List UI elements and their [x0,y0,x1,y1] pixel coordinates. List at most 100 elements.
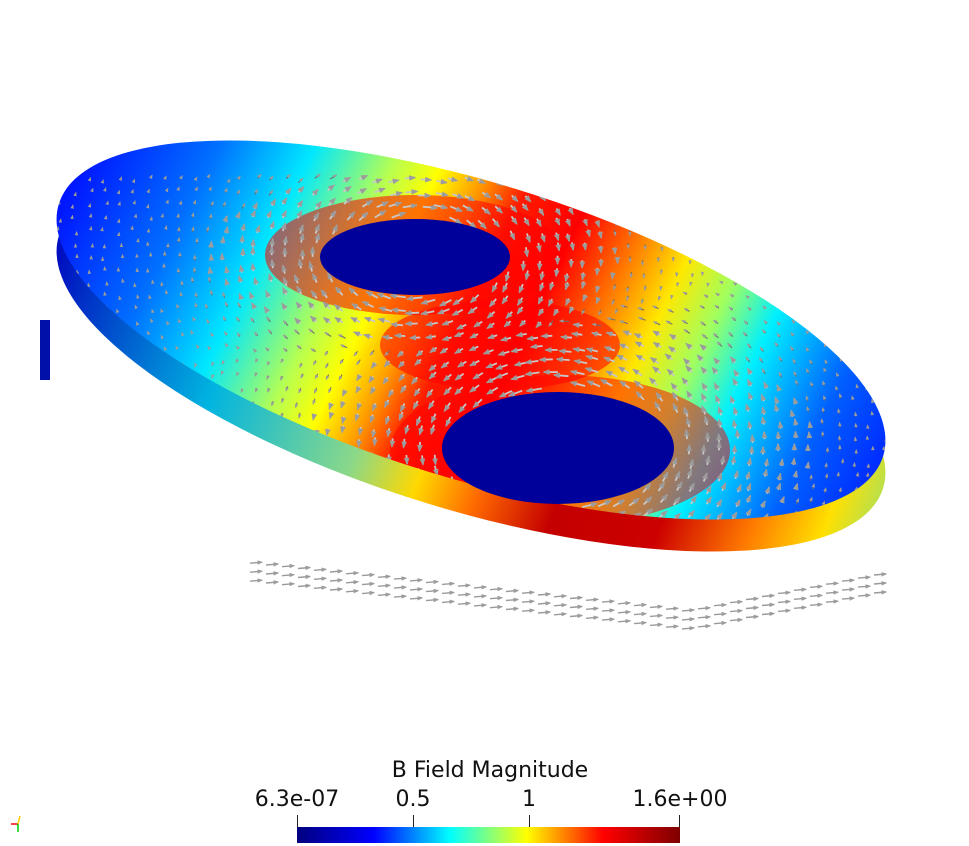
vector-glyph [257,607,259,609]
vector-glyph [75,608,76,610]
vector-glyph [454,372,465,381]
vector-glyph [166,320,170,326]
upper-hole [320,219,510,295]
vector-glyph [677,634,680,635]
vector-glyph [326,543,331,549]
side-vector-glyph [697,605,712,611]
vector-glyph [594,268,601,277]
vector-glyph [838,537,843,542]
side-vector-glyph [377,592,392,597]
vector-glyph [674,470,681,482]
vector-glyph [687,551,695,557]
vector-glyph [851,395,855,401]
vector-glyph [807,420,814,429]
vector-glyph [298,223,304,234]
vector-glyph [821,406,826,413]
vector-glyph [720,482,727,492]
vector-glyph [119,583,123,589]
vector-glyph [477,219,487,230]
vector-glyph [728,332,734,338]
vector-glyph [420,298,436,305]
vector-glyph [747,283,753,288]
vector-glyph [327,272,334,283]
vector-glyph [236,591,241,597]
orientation-axes-icon[interactable] [8,812,28,834]
vector-glyph [266,478,270,484]
vector-glyph [89,331,93,337]
vector-glyph [896,486,900,491]
vector-glyph [635,354,646,362]
vector-glyph [257,173,262,179]
vector-glyph [868,240,873,245]
vector-glyph [386,519,394,527]
vector-glyph [434,624,437,625]
vector-glyph [151,279,155,284]
vector-glyph [629,596,637,598]
vector-glyph [443,373,452,382]
vector-glyph [676,554,685,560]
vector-glyph [494,532,507,539]
vector-glyph [572,578,582,583]
vector-glyph [322,317,332,324]
vector-glyph [896,361,900,367]
vector-glyph [793,417,799,426]
vector-glyph [60,345,64,351]
vector-glyph [759,500,766,508]
side-vector-glyph [617,609,632,615]
vector-glyph [389,293,407,300]
side-vector-glyph [665,615,680,620]
vector-glyph [358,532,364,539]
vector-glyph [804,296,810,301]
vector-glyph [523,569,534,574]
vector-glyph [809,496,813,503]
vector-glyph [884,283,889,289]
vector-glyph [240,514,244,520]
vector-glyph [778,371,783,378]
side-vector-glyph [873,572,888,577]
side-vector-glyph [521,608,536,613]
vector-glyph [643,594,650,598]
vector-glyph [903,604,905,606]
vector-glyph [342,621,345,623]
side-vector-glyph [649,622,664,628]
vector-glyph [508,596,517,598]
vector-glyph [637,316,646,321]
vector-glyph [314,607,316,609]
vector-glyph [896,384,900,390]
vector-glyph [685,365,693,373]
vector-glyph [733,608,736,610]
vector-glyph [553,232,560,242]
vector-glyph [898,231,903,236]
vector-glyph [491,282,498,293]
side-vector-glyph [825,590,840,595]
vector-glyph [616,567,627,571]
side-vector-glyph [409,596,424,601]
vector-glyph [375,540,381,547]
vector-glyph [345,637,348,639]
vector-glyph [134,580,139,585]
vector-glyph [895,306,900,311]
vector-glyph [105,200,109,206]
side-vector-glyph [777,590,792,596]
side-vector-glyph [457,601,472,606]
vector-glyph [250,579,255,585]
vector-glyph [747,581,753,587]
vector-glyph [584,594,593,598]
legend-tick-mark [529,815,530,829]
vector-glyph [760,181,764,187]
vector-glyph [761,329,767,334]
vector-glyph [221,530,225,536]
vector-glyph [372,597,378,598]
vector-glyph [713,382,720,391]
vector-glyph [372,569,378,574]
vector-glyph [178,503,182,508]
side-vector-glyph [489,595,504,601]
vector-glyph [825,593,830,598]
side-vector-glyph [793,605,808,610]
vector-glyph [480,553,492,560]
vector-glyph [371,402,378,412]
vector-glyph [102,187,107,192]
vector-glyph [122,622,123,624]
